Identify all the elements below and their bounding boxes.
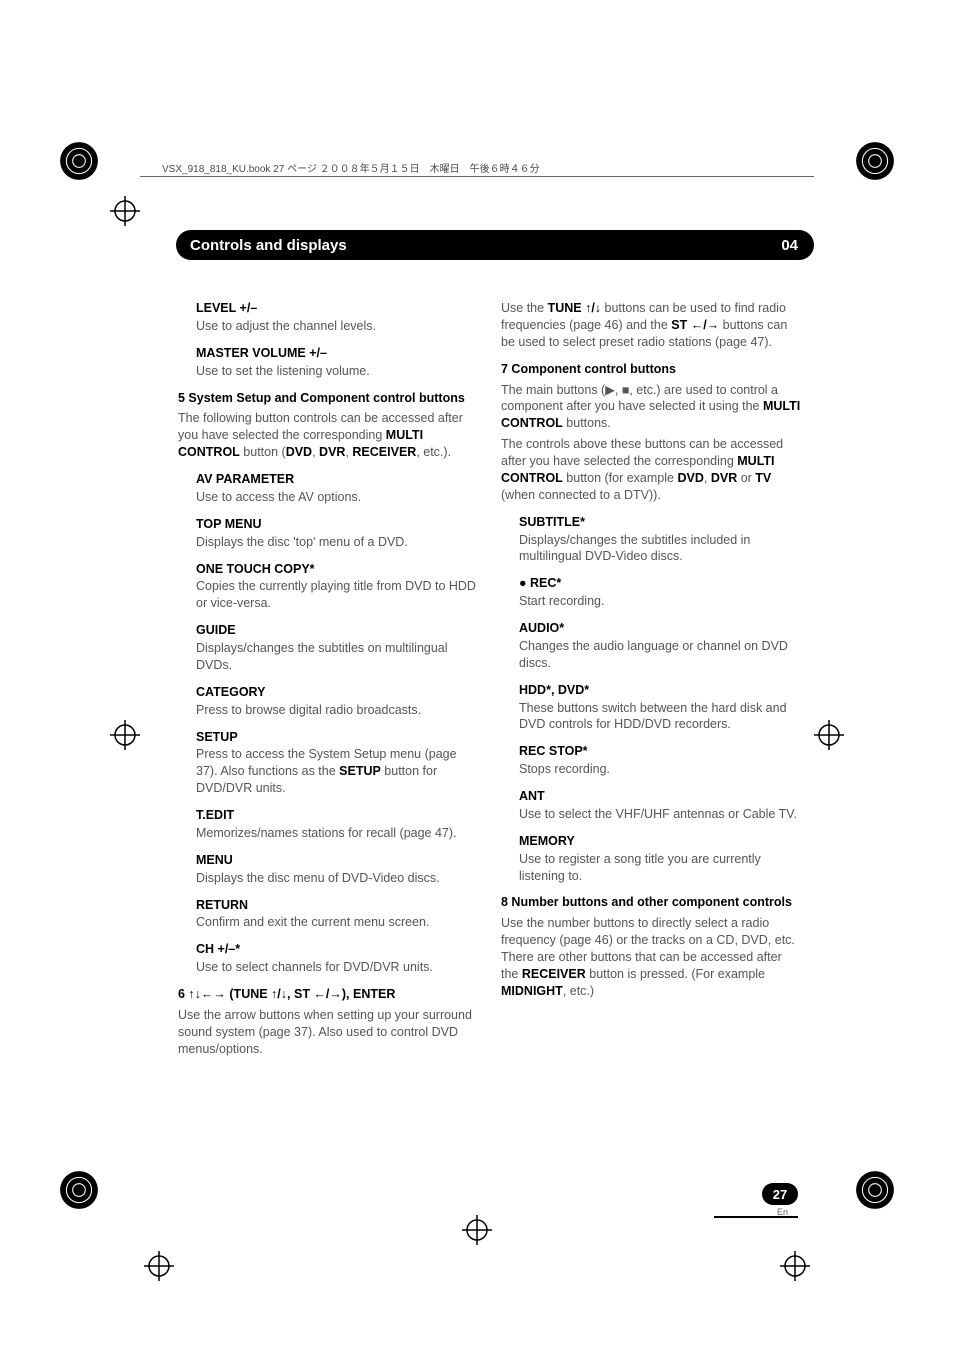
- section-5-para: The following button controls can be acc…: [178, 410, 479, 461]
- print-header: VSX_918_818_KU.book 27 ページ ２００８年５月１５日 木曜…: [162, 160, 540, 175]
- one-touch-copy-desc: Copies the currently playing title from …: [196, 578, 479, 612]
- menu-desc: Displays the disc menu of DVD-Video disc…: [196, 870, 479, 887]
- section-8-para: Use the number buttons to directly selec…: [501, 915, 802, 999]
- crosshair-icon: [144, 1251, 174, 1281]
- section-7-heading: 7 Component control buttons: [501, 361, 802, 378]
- av-parameter-title: AV PARAMETER: [196, 471, 479, 488]
- setup-desc: Press to access the System Setup menu (p…: [196, 746, 479, 797]
- rec-stop-title: REC STOP*: [519, 743, 802, 760]
- registration-mark-icon: [58, 140, 100, 182]
- rec-stop-desc: Stops recording.: [519, 761, 802, 778]
- section-7-para1: The main buttons (▶, ■, etc.) are used t…: [501, 382, 802, 433]
- section-5-heading: 5 System Setup and Component control but…: [178, 390, 479, 407]
- guide-desc: Displays/changes the subtitles on multil…: [196, 640, 479, 674]
- av-parameter-desc: Use to access the AV options.: [196, 489, 479, 506]
- ant-title: ANT: [519, 788, 802, 805]
- tedit-title: T.EDIT: [196, 807, 479, 824]
- section-number: 04: [779, 235, 800, 256]
- section-8-heading: 8 Number buttons and other component con…: [501, 894, 802, 911]
- category-desc: Press to browse digital radio broadcasts…: [196, 702, 479, 719]
- content: LEVEL +/– Use to adjust the channel leve…: [178, 300, 802, 1058]
- subtitle-title: SUBTITLE*: [519, 514, 802, 531]
- section-title: Controls and displays: [190, 237, 779, 254]
- crosshair-icon: [780, 1251, 810, 1281]
- registration-mark-icon: [854, 1169, 896, 1211]
- level-title: LEVEL +/–: [196, 300, 479, 317]
- memory-title: MEMORY: [519, 833, 802, 850]
- right-column: Use the TUNE ↑/↓ buttons can be used to …: [501, 300, 802, 1058]
- category-title: CATEGORY: [196, 684, 479, 701]
- master-volume-desc: Use to set the listening volume.: [196, 363, 479, 380]
- return-title: RETURN: [196, 897, 479, 914]
- tedit-desc: Memorizes/names stations for recall (pag…: [196, 825, 479, 842]
- header-rule: [140, 176, 814, 177]
- page: VSX_918_818_KU.book 27 ページ ２００８年５月１５日 木曜…: [0, 0, 954, 1351]
- section-6-para: Use the arrow buttons when setting up yo…: [178, 1007, 479, 1058]
- top-menu-desc: Displays the disc 'top' menu of a DVD.: [196, 534, 479, 551]
- menu-title: MENU: [196, 852, 479, 869]
- ant-desc: Use to select the VHF/UHF antennas or Ca…: [519, 806, 802, 823]
- section-6-heading: 6 ↑↓←→ (TUNE ↑/↓, ST ←/→), ENTER: [178, 986, 479, 1003]
- section-header: Controls and displays 04: [176, 230, 814, 260]
- rec-desc: Start recording.: [519, 593, 802, 610]
- crosshair-icon: [110, 720, 140, 750]
- registration-mark-icon: [854, 140, 896, 182]
- crosshair-icon: [110, 196, 140, 226]
- ch-desc: Use to select channels for DVD/DVR units…: [196, 959, 479, 976]
- return-desc: Confirm and exit the current menu screen…: [196, 914, 479, 931]
- page-number: 27 En: [714, 1183, 798, 1215]
- one-touch-copy-title: ONE TOUCH COPY*: [196, 561, 479, 578]
- rec-title: ● REC*: [519, 575, 802, 592]
- audio-desc: Changes the audio language or channel on…: [519, 638, 802, 672]
- crosshair-icon: [814, 720, 844, 750]
- ch-title: CH +/–*: [196, 941, 479, 958]
- setup-title: SETUP: [196, 729, 479, 746]
- section-7-para2: The controls above these buttons can be …: [501, 436, 802, 504]
- top-menu-title: TOP MENU: [196, 516, 479, 533]
- crosshair-icon: [462, 1215, 492, 1245]
- left-column: LEVEL +/– Use to adjust the channel leve…: [178, 300, 479, 1058]
- audio-title: AUDIO*: [519, 620, 802, 637]
- hdd-dvd-desc: These buttons switch between the hard di…: [519, 700, 802, 734]
- memory-desc: Use to register a song title you are cur…: [519, 851, 802, 885]
- right-intro: Use the TUNE ↑/↓ buttons can be used to …: [501, 300, 802, 351]
- hdd-dvd-title: HDD*, DVD*: [519, 682, 802, 699]
- level-desc: Use to adjust the channel levels.: [196, 318, 479, 335]
- registration-mark-icon: [58, 1169, 100, 1211]
- page-number-value: 27: [762, 1183, 798, 1205]
- master-volume-title: MASTER VOLUME +/–: [196, 345, 479, 362]
- subtitle-desc: Displays/changes the subtitles included …: [519, 532, 802, 566]
- guide-title: GUIDE: [196, 622, 479, 639]
